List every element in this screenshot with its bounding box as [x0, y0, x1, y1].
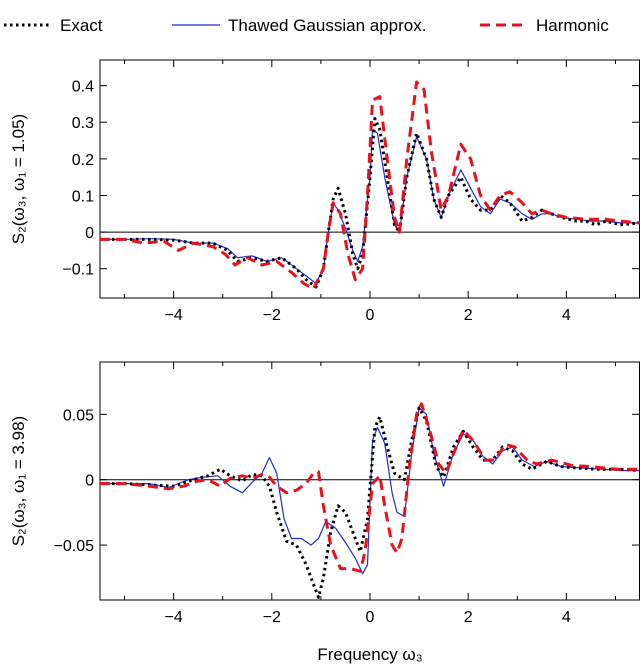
- y-tick-label: 0: [85, 473, 94, 490]
- x-tick-label: −2: [263, 307, 281, 324]
- y-tick-label: −0.1: [62, 262, 94, 279]
- panel-bottom: −4 −2 0 2 4 −0.05 0 0.05 S₂(ω₃, ω₁ = 3.98): [9, 361, 640, 626]
- series-line-thawed-gaussian-approx: [100, 407, 640, 575]
- y-tick-label: 0.3: [72, 115, 94, 132]
- x-tick-label: 4: [562, 609, 571, 626]
- series-line-exact: [100, 406, 640, 599]
- series-line-harmonic: [100, 80, 640, 291]
- x-tick-label: 0: [366, 609, 375, 626]
- series-line-harmonic: [100, 402, 640, 573]
- y-tick-label: 0.2: [72, 152, 94, 169]
- x-tick-label: 2: [464, 307, 473, 324]
- y-tick-label: 0.4: [72, 79, 94, 96]
- x-tick-label: 0: [366, 307, 375, 324]
- y-axis-title-1: S₂(ω₃, ω₁ = 1.05): [9, 114, 28, 244]
- x-tick-label: −4: [165, 307, 183, 324]
- y-tick-label: 0.05: [63, 407, 94, 424]
- x-tick-label: 4: [562, 307, 571, 324]
- series-line-exact: [100, 117, 640, 289]
- legend: Exact Thawed Gaussian approx. Harmonic: [4, 16, 609, 35]
- legend-label-2: Thawed Gaussian approx.: [228, 16, 426, 35]
- y-tick-label: 0: [85, 225, 94, 242]
- legend-label-3: Harmonic: [536, 16, 609, 35]
- y-tick-label: −0.05: [54, 538, 95, 555]
- series-line-thawed-gaussian-approx: [100, 129, 640, 284]
- x-tick-label: 2: [464, 609, 473, 626]
- y-axis-title-2: S₂(ω₃, ω₁ = 3.98): [9, 416, 28, 546]
- plot-frame: [99, 361, 640, 601]
- legend-label-1: Exact: [60, 16, 103, 35]
- panel-top: −4 −2 0 2 4 −0.1 0 0.1 0.2 0.3 0.4 S₂(ω₃, ω₁ = 1.05…: [9, 59, 640, 324]
- x-tick-label: −4: [165, 609, 183, 626]
- x-axis-title: Frequency ω₃: [317, 645, 422, 664]
- y-tick-label: 0.1: [72, 188, 94, 205]
- x-tick-label: −2: [263, 609, 281, 626]
